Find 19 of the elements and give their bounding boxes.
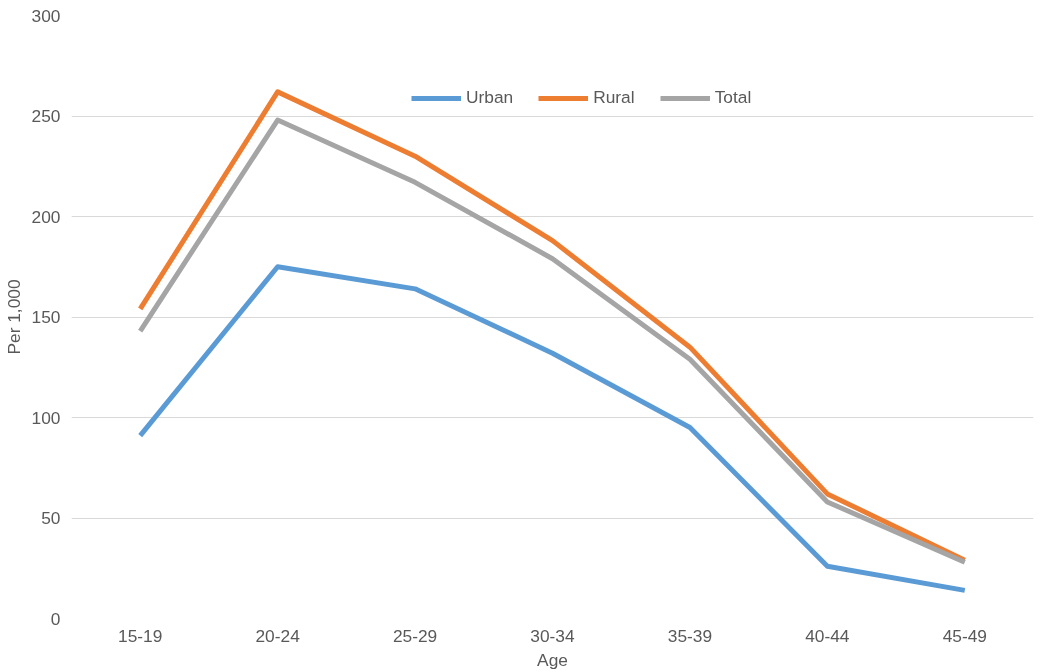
y-tick-label: 50 <box>41 508 61 528</box>
y-axis-title: Per 1,000 <box>3 279 24 355</box>
legend-label: Total <box>714 87 752 108</box>
x-tick-label: 15-19 <box>118 625 163 646</box>
y-tick-label: 300 <box>31 5 61 26</box>
legend-label: Urban <box>466 87 514 108</box>
x-tick-label: 25-29 <box>392 625 438 646</box>
y-tick-label: 0 <box>50 608 61 629</box>
y-tick-label: 250 <box>31 106 61 126</box>
x-tick-label: 20-24 <box>255 625 301 646</box>
x-axis-title: Age <box>537 649 568 670</box>
x-tick-label: 30-34 <box>530 625 576 646</box>
x-tick-label: 35-39 <box>667 625 713 646</box>
x-tick-label: 45-49 <box>942 625 987 646</box>
x-tick-label: 40-44 <box>805 625 850 646</box>
y-tick-label: 100 <box>31 407 61 428</box>
y-tick-label: 200 <box>31 206 61 227</box>
y-tick-label: 150 <box>31 307 61 327</box>
legend-label: Rural <box>593 87 635 108</box>
